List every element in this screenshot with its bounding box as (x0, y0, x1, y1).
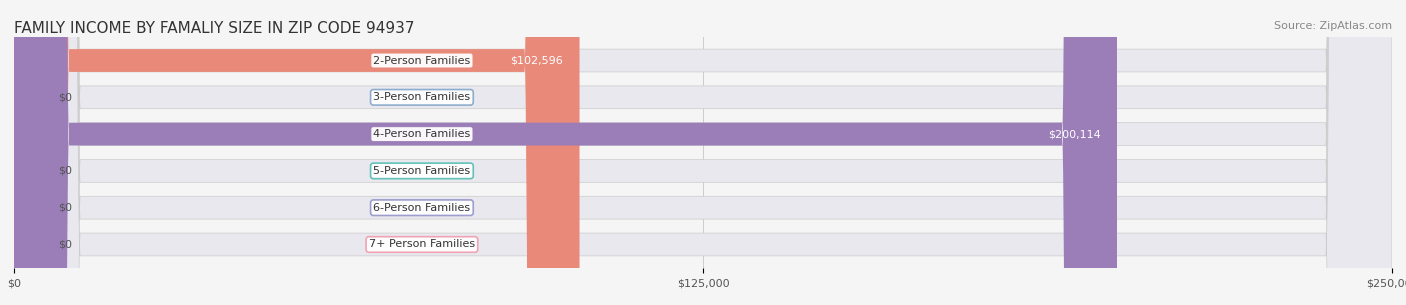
FancyBboxPatch shape (14, 0, 1392, 305)
Text: Source: ZipAtlas.com: Source: ZipAtlas.com (1274, 21, 1392, 31)
Text: 4-Person Families: 4-Person Families (373, 129, 471, 139)
Text: $102,596: $102,596 (510, 56, 562, 66)
Text: FAMILY INCOME BY FAMALIY SIZE IN ZIP CODE 94937: FAMILY INCOME BY FAMALIY SIZE IN ZIP COD… (14, 21, 415, 36)
FancyBboxPatch shape (14, 0, 1392, 305)
Text: $0: $0 (58, 92, 72, 102)
FancyBboxPatch shape (14, 0, 1392, 305)
Text: 5-Person Families: 5-Person Families (374, 166, 471, 176)
Text: 2-Person Families: 2-Person Families (373, 56, 471, 66)
FancyBboxPatch shape (14, 0, 1392, 305)
FancyBboxPatch shape (14, 0, 1392, 305)
Text: $200,114: $200,114 (1047, 129, 1101, 139)
FancyBboxPatch shape (14, 0, 579, 305)
Text: $0: $0 (58, 239, 72, 249)
Text: 7+ Person Families: 7+ Person Families (368, 239, 475, 249)
Text: $0: $0 (58, 203, 72, 213)
Text: $0: $0 (58, 166, 72, 176)
FancyBboxPatch shape (14, 0, 1116, 305)
FancyBboxPatch shape (14, 0, 1392, 305)
Text: 3-Person Families: 3-Person Families (374, 92, 471, 102)
Text: 6-Person Families: 6-Person Families (374, 203, 471, 213)
